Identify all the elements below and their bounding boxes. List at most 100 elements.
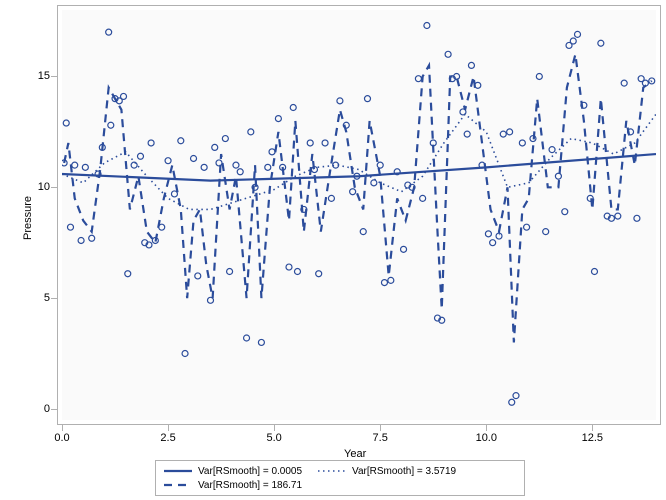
scatter-point	[401, 246, 407, 252]
legend-item: Var[RSmooth] = 0.0005	[164, 465, 302, 477]
scatter-point	[286, 264, 292, 270]
scatter-point	[322, 140, 328, 146]
scatter-point	[549, 147, 555, 153]
scatter-point	[598, 40, 604, 46]
scatter-point	[536, 73, 542, 79]
y-tick-label: 0	[32, 403, 50, 415]
x-tick	[274, 425, 275, 431]
scatter-point	[159, 224, 165, 230]
scatter-point	[258, 339, 264, 345]
x-tick	[486, 425, 487, 431]
scatter-point	[269, 149, 275, 155]
scatter-point	[316, 271, 322, 277]
scatter-point	[524, 224, 530, 230]
legend-swatch	[164, 479, 192, 491]
scatter-point	[108, 122, 114, 128]
scatter-point	[208, 297, 214, 303]
x-tick-label: 12.5	[582, 432, 603, 444]
legend: Var[RSmooth] = 0.0005 Var[RSmooth] = 3.57…	[155, 460, 525, 496]
scatter-point	[67, 224, 73, 230]
scatter-point	[265, 164, 271, 170]
scatter-point	[575, 31, 581, 37]
scatter-point	[72, 162, 78, 168]
scatter-point	[420, 195, 426, 201]
legend-label: Var[RSmooth] = 0.0005	[198, 466, 302, 477]
legend-label: Var[RSmooth] = 3.5719	[352, 466, 456, 477]
y-tick	[51, 298, 57, 299]
scatter-point	[364, 96, 370, 102]
scatter-point	[63, 120, 69, 126]
x-tick-label: 2.5	[160, 432, 175, 444]
y-tick-label: 5	[32, 292, 50, 304]
scatter-point	[460, 109, 466, 115]
scatter-point	[237, 169, 243, 175]
scatter-point	[388, 277, 394, 283]
scatter-point	[106, 29, 112, 35]
x-axis-title: Year	[344, 448, 366, 460]
scatter-point	[337, 98, 343, 104]
scatter-point	[445, 51, 451, 57]
scatter-point	[195, 273, 201, 279]
x-tick	[380, 425, 381, 431]
y-tick	[51, 409, 57, 410]
scatter-point	[248, 129, 254, 135]
line-var_0_0005	[62, 154, 656, 181]
chart-container: 0.0 2.5 5.0 7.5 10.0 12.5 0 5 10 15 Year Pressur…	[0, 0, 666, 500]
plot-area	[62, 10, 656, 420]
scatter-point	[307, 140, 313, 146]
scatter-point	[555, 173, 561, 179]
scatter-point	[216, 160, 222, 166]
scatter-point	[543, 229, 549, 235]
scatter-point	[165, 158, 171, 164]
y-tick	[51, 187, 57, 188]
plot-svg	[62, 10, 656, 420]
scatter-point	[350, 189, 356, 195]
legend-item: Var[RSmooth] = 3.5719	[318, 465, 456, 477]
scatter-point	[519, 140, 525, 146]
scatter-point	[222, 136, 228, 142]
scatter-point	[78, 237, 84, 243]
scatter-point	[275, 116, 281, 122]
x-tick	[62, 425, 63, 431]
scatter-point	[507, 129, 513, 135]
scatter-point	[415, 76, 421, 82]
x-tick	[168, 425, 169, 431]
scatter-point	[377, 162, 383, 168]
legend-swatch	[318, 465, 346, 477]
scatter-point	[131, 162, 137, 168]
scatter-point	[191, 155, 197, 161]
scatter-point	[137, 153, 143, 159]
y-tick-label: 15	[32, 70, 50, 82]
x-tick-label: 7.5	[373, 432, 388, 444]
legend-item: Var[RSmooth] = 186.71	[164, 479, 302, 491]
scatter-point	[490, 240, 496, 246]
x-tick-label: 10.0	[476, 432, 497, 444]
scatter-point	[509, 399, 515, 405]
scatter-point	[371, 180, 377, 186]
scatter-point	[328, 195, 334, 201]
x-tick-label: 0.0	[54, 432, 69, 444]
scatter-point	[244, 335, 250, 341]
scatter-point	[294, 269, 300, 275]
scatter-point	[500, 131, 506, 137]
y-axis-title: Pressure	[22, 196, 34, 240]
scatter-point	[125, 271, 131, 277]
scatter-point	[89, 235, 95, 241]
legend-swatch	[164, 465, 192, 477]
scatter-point	[233, 162, 239, 168]
scatter-point	[178, 138, 184, 144]
scatter-point	[227, 269, 233, 275]
x-tick-label: 5.0	[266, 432, 281, 444]
scatter-point	[121, 93, 127, 99]
line-var_186_71	[64, 54, 652, 342]
y-tick-label: 10	[32, 181, 50, 193]
y-tick	[51, 76, 57, 77]
scatter-point	[424, 23, 430, 29]
scatter-point	[148, 140, 154, 146]
scatter-point	[212, 144, 218, 150]
scatter-point	[615, 213, 621, 219]
scatter-point	[634, 215, 640, 221]
scatter-point	[570, 38, 576, 44]
scatter-point	[513, 393, 519, 399]
scatter-point	[468, 62, 474, 68]
